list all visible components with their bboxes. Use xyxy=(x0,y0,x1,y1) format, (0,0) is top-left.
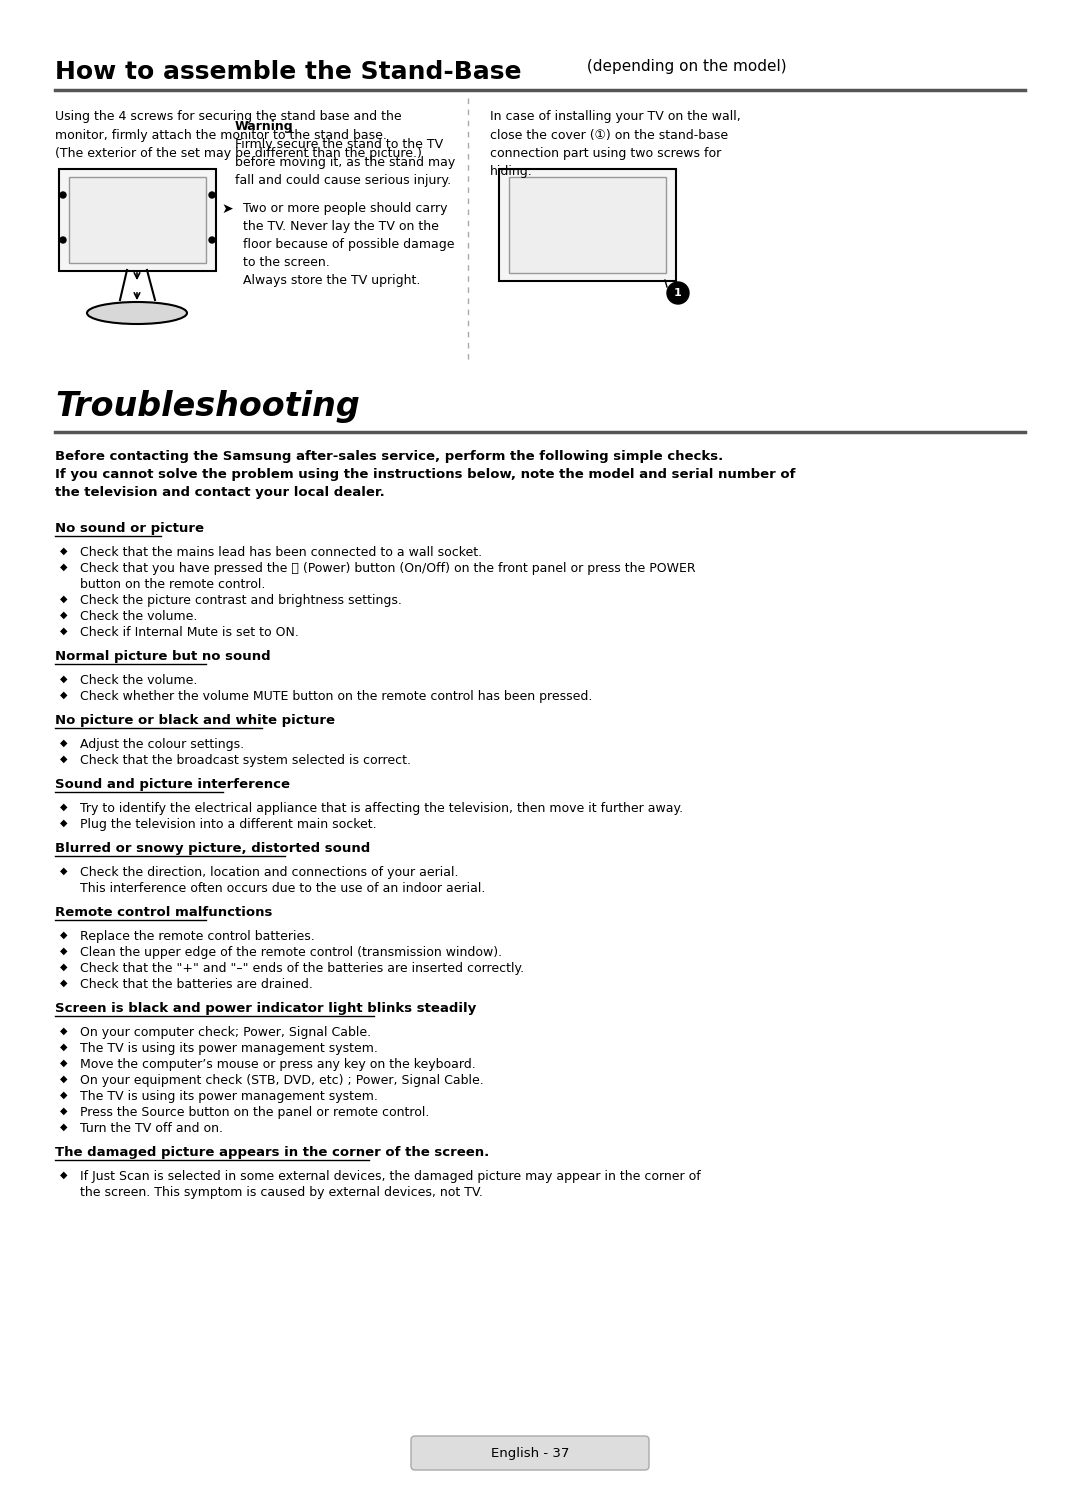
Text: Press the Source button on the panel or remote control.: Press the Source button on the panel or … xyxy=(80,1106,430,1119)
Text: Check that you have pressed the ⏻ (Power) button (On/Off) on the front panel or : Check that you have pressed the ⏻ (Power… xyxy=(80,562,696,575)
Text: ◆: ◆ xyxy=(60,947,67,955)
Text: Two or more people should carry
the TV. Never lay the TV on the
floor because of: Two or more people should carry the TV. … xyxy=(243,202,455,287)
Text: If Just Scan is selected in some external devices, the damaged picture may appea: If Just Scan is selected in some externa… xyxy=(80,1169,701,1183)
Text: Using the 4 screws for securing the stand base and the
monitor, firmly attach th: Using the 4 screws for securing the stan… xyxy=(55,110,422,160)
Text: Plug the television into a different main socket.: Plug the television into a different mai… xyxy=(80,817,377,831)
Text: Troubleshooting: Troubleshooting xyxy=(55,389,360,424)
Text: ◆: ◆ xyxy=(60,802,67,811)
Text: Normal picture but no sound: Normal picture but no sound xyxy=(55,649,271,663)
Text: Try to identify the electrical appliance that is affecting the television, then : Try to identify the electrical appliance… xyxy=(80,802,684,814)
Text: ◆: ◆ xyxy=(60,1169,67,1180)
Text: ◆: ◆ xyxy=(60,978,67,988)
Text: ◆: ◆ xyxy=(60,817,67,828)
Text: The TV is using its power management system.: The TV is using its power management sys… xyxy=(80,1091,378,1103)
Text: Replace the remote control batteries.: Replace the remote control batteries. xyxy=(80,930,314,944)
Text: Firmly secure the stand to the TV
before moving it, as the stand may
fall and co: Firmly secure the stand to the TV before… xyxy=(235,138,456,187)
Text: ◆: ◆ xyxy=(60,1122,67,1132)
Text: ◆: ◆ xyxy=(60,739,67,747)
FancyBboxPatch shape xyxy=(69,177,206,263)
Text: Clean the upper edge of the remote control (transmission window).: Clean the upper edge of the remote contr… xyxy=(80,947,502,958)
Text: Check if Internal Mute is set to ON.: Check if Internal Mute is set to ON. xyxy=(80,626,299,639)
Text: Check that the broadcast system selected is correct.: Check that the broadcast system selected… xyxy=(80,753,411,767)
Text: ◆: ◆ xyxy=(60,1074,67,1083)
Text: Check that the mains lead has been connected to a wall socket.: Check that the mains lead has been conne… xyxy=(80,545,482,559)
Text: No picture or black and white picture: No picture or black and white picture xyxy=(55,713,335,727)
Text: ◆: ◆ xyxy=(60,626,67,636)
Text: ◆: ◆ xyxy=(60,545,67,556)
Text: Screen is black and power indicator light blinks steadily: Screen is black and power indicator ligh… xyxy=(55,1002,476,1015)
Text: Check the picture contrast and brightness settings.: Check the picture contrast and brightnes… xyxy=(80,594,402,606)
Text: ◆: ◆ xyxy=(60,930,67,941)
Text: (depending on the model): (depending on the model) xyxy=(582,59,786,74)
Circle shape xyxy=(667,282,689,305)
Text: Sound and picture interference: Sound and picture interference xyxy=(55,779,291,791)
Text: ◆: ◆ xyxy=(60,594,67,603)
Text: No sound or picture: No sound or picture xyxy=(55,522,204,535)
Text: Before contacting the Samsung after-sales service, perform the following simple : Before contacting the Samsung after-sale… xyxy=(55,450,796,499)
Text: 1: 1 xyxy=(674,288,681,299)
Text: Check whether the volume MUTE button on the remote control has been pressed.: Check whether the volume MUTE button on … xyxy=(80,690,592,703)
Text: Adjust the colour settings.: Adjust the colour settings. xyxy=(80,739,244,750)
Text: English - 37: English - 37 xyxy=(490,1446,569,1459)
Text: ➤: ➤ xyxy=(221,202,232,215)
Circle shape xyxy=(210,192,215,198)
Text: ◆: ◆ xyxy=(60,562,67,572)
Text: ◆: ◆ xyxy=(60,1058,67,1068)
Text: This interference often occurs due to the use of an indoor aerial.: This interference often occurs due to th… xyxy=(80,883,485,895)
Text: ◆: ◆ xyxy=(60,753,67,764)
Text: Blurred or snowy picture, distorted sound: Blurred or snowy picture, distorted soun… xyxy=(55,843,370,854)
Text: ◆: ◆ xyxy=(60,690,67,700)
Text: In case of installing your TV on the wall,
close the cover (①) on the stand-base: In case of installing your TV on the wal… xyxy=(490,110,741,178)
Text: button on the remote control.: button on the remote control. xyxy=(80,578,266,591)
Text: Check the volume.: Check the volume. xyxy=(80,675,198,687)
Text: Warning: Warning xyxy=(235,120,294,134)
Text: The damaged picture appears in the corner of the screen.: The damaged picture appears in the corne… xyxy=(55,1146,489,1159)
Text: Check the volume.: Check the volume. xyxy=(80,609,198,623)
Text: ◆: ◆ xyxy=(60,866,67,877)
Ellipse shape xyxy=(87,302,187,324)
FancyBboxPatch shape xyxy=(509,177,666,273)
Text: Check the direction, location and connections of your aerial.: Check the direction, location and connec… xyxy=(80,866,459,880)
Circle shape xyxy=(60,192,66,198)
Text: ◆: ◆ xyxy=(60,1042,67,1052)
Text: On your equipment check (STB, DVD, etc) ; Power, Signal Cable.: On your equipment check (STB, DVD, etc) … xyxy=(80,1074,484,1086)
Text: Check that the "+" and "–" ends of the batteries are inserted correctly.: Check that the "+" and "–" ends of the b… xyxy=(80,961,524,975)
FancyBboxPatch shape xyxy=(411,1435,649,1470)
Circle shape xyxy=(210,236,215,244)
FancyBboxPatch shape xyxy=(59,169,216,270)
Circle shape xyxy=(60,236,66,244)
Text: ◆: ◆ xyxy=(60,1106,67,1116)
Text: Check that the batteries are drained.: Check that the batteries are drained. xyxy=(80,978,313,991)
Text: ◆: ◆ xyxy=(60,675,67,684)
Text: Move the computer’s mouse or press any key on the keyboard.: Move the computer’s mouse or press any k… xyxy=(80,1058,476,1071)
Text: ◆: ◆ xyxy=(60,609,67,620)
Text: Remote control malfunctions: Remote control malfunctions xyxy=(55,906,272,918)
Text: the screen. This symptom is caused by external devices, not TV.: the screen. This symptom is caused by ex… xyxy=(80,1186,483,1199)
Text: ◆: ◆ xyxy=(60,961,67,972)
Text: How to assemble the Stand-Base: How to assemble the Stand-Base xyxy=(55,59,522,85)
FancyBboxPatch shape xyxy=(499,169,676,281)
Text: The TV is using its power management system.: The TV is using its power management sys… xyxy=(80,1042,378,1055)
Text: ◆: ◆ xyxy=(60,1025,67,1036)
Text: Turn the TV off and on.: Turn the TV off and on. xyxy=(80,1122,222,1135)
Text: On your computer check; Power, Signal Cable.: On your computer check; Power, Signal Ca… xyxy=(80,1025,372,1039)
Text: ◆: ◆ xyxy=(60,1091,67,1100)
